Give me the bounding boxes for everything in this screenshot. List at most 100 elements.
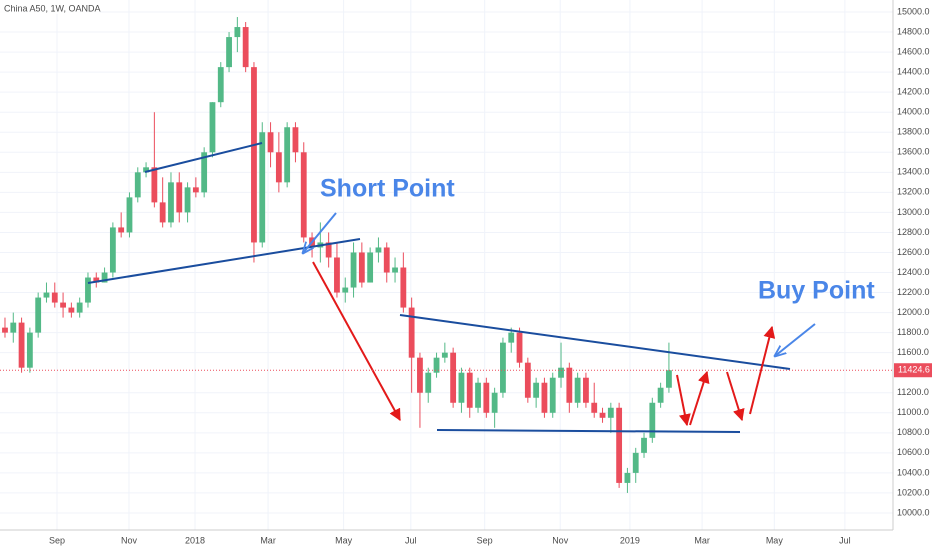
candle-body bbox=[151, 167, 158, 203]
candle-body bbox=[292, 127, 299, 153]
y-tick-label: 14000.0 bbox=[897, 107, 930, 117]
candle-body bbox=[533, 382, 540, 398]
y-tick-label: 13000.0 bbox=[897, 207, 930, 217]
candle-body bbox=[516, 332, 523, 363]
candle-body bbox=[267, 132, 274, 153]
candle-body bbox=[657, 387, 664, 403]
y-tick-label: 12400.0 bbox=[897, 267, 930, 277]
y-tick-label: 10800.0 bbox=[897, 427, 930, 437]
candle-body bbox=[143, 167, 149, 173]
candle-body bbox=[583, 377, 589, 403]
candle-body bbox=[632, 452, 639, 473]
candle-body bbox=[375, 247, 382, 253]
arrow bbox=[312, 261, 401, 422]
candle-body bbox=[383, 247, 390, 273]
candle-body bbox=[491, 392, 498, 413]
candle-body bbox=[10, 322, 17, 333]
candle-body bbox=[159, 202, 166, 223]
arrow bbox=[749, 325, 776, 415]
candle-body bbox=[649, 402, 656, 438]
candle-body bbox=[18, 322, 25, 368]
annotation: Short Point bbox=[320, 175, 455, 203]
candle-body bbox=[549, 377, 556, 413]
candle-body bbox=[441, 352, 448, 358]
candle-body bbox=[251, 67, 257, 243]
candle-body bbox=[275, 152, 282, 183]
candle-body bbox=[126, 197, 133, 233]
y-tick-label: 10200.0 bbox=[897, 487, 930, 497]
candle-body bbox=[358, 252, 365, 283]
candle-body bbox=[259, 132, 266, 243]
candle-body bbox=[68, 307, 75, 313]
candle-body bbox=[350, 252, 357, 288]
drawings: Short Point Buy Point bbox=[87, 142, 875, 433]
arrow bbox=[303, 212, 337, 253]
x-tick-label: Nov bbox=[552, 535, 569, 545]
candle-body bbox=[234, 27, 241, 38]
candle-body bbox=[334, 257, 340, 293]
trendline bbox=[144, 142, 263, 173]
price-label-bg bbox=[894, 363, 932, 378]
x-tick-label: Sep bbox=[477, 535, 493, 545]
price-label: 11424.6 bbox=[898, 365, 930, 375]
candle-body bbox=[566, 367, 573, 403]
y-tick-label: 12000.0 bbox=[897, 307, 930, 317]
x-tick-label: Jul bbox=[839, 535, 851, 545]
candle-body bbox=[417, 357, 423, 393]
candle-body bbox=[76, 302, 83, 313]
trendline bbox=[87, 238, 361, 284]
y-tick-label: 11200.0 bbox=[897, 387, 929, 397]
arrow bbox=[775, 323, 816, 356]
y-tick-label: 15000.0 bbox=[897, 6, 930, 16]
candle-body bbox=[574, 377, 581, 403]
y-tick-label: 12200.0 bbox=[897, 287, 930, 297]
x-tick-label: Jul bbox=[405, 535, 417, 545]
y-tick-label: 14200.0 bbox=[897, 87, 930, 97]
candle-body bbox=[168, 182, 174, 223]
candle-body bbox=[408, 307, 415, 358]
candle-body bbox=[93, 277, 100, 283]
trendline bbox=[436, 429, 741, 433]
candle-body bbox=[450, 352, 457, 403]
candle-body bbox=[2, 327, 8, 333]
candle-body bbox=[201, 152, 208, 193]
candle-body bbox=[184, 187, 191, 213]
annotation: Buy Point bbox=[758, 277, 875, 305]
candle-body bbox=[666, 370, 672, 388]
candle-body bbox=[342, 287, 349, 293]
candle-body bbox=[558, 367, 564, 378]
candle-body bbox=[500, 342, 506, 393]
candle-body bbox=[242, 27, 249, 68]
trendline bbox=[399, 314, 791, 370]
candle-body bbox=[591, 402, 598, 413]
x-tick-label: Sep bbox=[49, 535, 65, 545]
candle-body bbox=[51, 292, 58, 303]
y-tick-label: 12600.0 bbox=[897, 247, 930, 257]
candle-body bbox=[624, 472, 631, 483]
x-tick-label: May bbox=[335, 535, 353, 545]
candle-body bbox=[425, 372, 432, 393]
arrow bbox=[689, 370, 710, 426]
candle-body bbox=[641, 437, 647, 453]
y-tick-label: 10400.0 bbox=[897, 467, 930, 477]
candle-body bbox=[599, 412, 606, 418]
candle-body bbox=[101, 272, 108, 283]
candle-body bbox=[217, 67, 224, 103]
candle-body bbox=[176, 182, 183, 213]
x-tick-label: 2018 bbox=[185, 535, 205, 545]
candle-body bbox=[60, 302, 66, 308]
candle-body bbox=[118, 227, 125, 233]
chart-title: China A50, 1W, OANDA bbox=[4, 3, 101, 13]
x-tick-label: 2019 bbox=[620, 535, 640, 545]
candle-body bbox=[284, 127, 291, 183]
candle-body bbox=[109, 227, 116, 273]
candle-body bbox=[192, 187, 199, 193]
candle-body bbox=[300, 152, 307, 238]
candle-body bbox=[134, 172, 141, 198]
candle-body bbox=[400, 267, 407, 308]
candle-body bbox=[367, 252, 374, 283]
y-tick-label: 13800.0 bbox=[897, 127, 930, 137]
arrow bbox=[676, 374, 691, 427]
y-tick-label: 10000.0 bbox=[897, 507, 930, 517]
